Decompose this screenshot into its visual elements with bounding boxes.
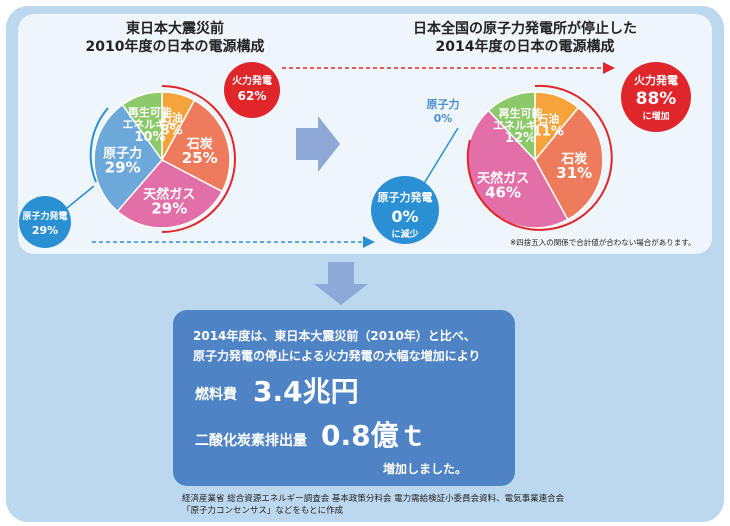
- pie-2010-value-gas: 29%: [151, 199, 187, 217]
- fuel-cost-value: 3.4兆円: [253, 375, 359, 408]
- right-nuclear-pointer: [419, 127, 459, 191]
- left-nuclear-pointer: [61, 185, 95, 213]
- left-title-line1: 東日本大震災前: [126, 21, 224, 37]
- right-arrow-icon: [296, 116, 340, 172]
- left-thermal-arc: [161, 85, 236, 233]
- pie-2014-label-oil: 石油: [536, 111, 559, 125]
- down-arrow-icon: [314, 262, 368, 305]
- summary-box: 2014年度は、東日本大震災前（2010年）と比べ、 原子力発電の停止による火力…: [173, 310, 515, 486]
- fuel-cost-label: 燃料費: [195, 387, 237, 403]
- pie-2010-label-nuclear: 原子力: [103, 146, 142, 162]
- source-line2: 「原子力コンセンサス」などをもとに作成: [182, 506, 344, 516]
- pie-2014-label-renewable-0: 再生可能: [498, 106, 542, 120]
- pie-2014-label-nuclear: 原子力: [427, 97, 460, 111]
- right-chart-title: 日本全国の原子力発電所が停止した 2014年度の日本の電源構成: [380, 20, 670, 56]
- pie-2014-value-coal: 31%: [556, 164, 592, 182]
- right-thermal-circle: [621, 62, 691, 132]
- pie-2014-slice-renewable: [487, 91, 536, 162]
- rounding-note: ※四捨五入の関係で合計値が合わない場合があります。: [510, 238, 696, 247]
- right-nuclear-value: 0%: [391, 207, 418, 226]
- pie-2010-slice-renewable: [121, 91, 163, 163]
- pie-2014-value-oil: 11%: [533, 124, 564, 139]
- pie-2014-slice-coal: [534, 106, 604, 221]
- pie-2010-label-renewable-0: 再生可能: [128, 105, 172, 119]
- pie-2014: [466, 91, 604, 229]
- left-nuclear-arc: [89, 107, 109, 183]
- left-thermal-value: 62%: [238, 89, 267, 103]
- left-chart-title: 東日本大震災前 2010年度の日本の電源構成: [40, 20, 310, 56]
- left-nuclear-label: 原子力発電: [22, 210, 67, 222]
- left-title-line2: 2010年度の日本の電源構成: [85, 39, 265, 55]
- right-title-line1: 日本全国の原子力発電所が停止した: [413, 21, 637, 37]
- summary-line1: 2014年度は、東日本大震災前（2010年）と比べ、: [193, 329, 476, 343]
- pie-2014-label-renewable-1: エネルギー: [493, 118, 548, 132]
- co2-label: 二酸化炭素排出量: [195, 433, 307, 449]
- pie-2010-label-coal: 石炭: [186, 136, 213, 152]
- pie-2014-value-nuclear: 0%: [434, 112, 453, 125]
- pie-2010-label-oil: 石油: [160, 110, 183, 124]
- left-nuclear-circle: [19, 196, 71, 248]
- pie-2010-label-renewable-1: エネルギー: [122, 117, 177, 131]
- left-thermal-circle: [224, 62, 280, 118]
- summary-line2: 原子力発電の停止による火力発電の大幅な増加により: [193, 349, 481, 363]
- pie-2010-label-gas: 天然ガス: [143, 186, 195, 202]
- pie-2010: [93, 91, 231, 229]
- left-nuclear-value: 29%: [32, 224, 58, 237]
- pie-2010-value-renewable: 10%: [134, 130, 165, 145]
- pie-2014-slice-gas: [466, 109, 569, 229]
- left-thermal-label: 火力発電: [232, 74, 272, 87]
- pie-2014-label-coal: 石炭: [560, 151, 587, 167]
- pie-2010-value-oil: 8%: [161, 123, 183, 138]
- co2-value: 0.8億ｔ: [321, 419, 427, 452]
- right-nuclear-note: に減少: [391, 228, 418, 240]
- right-thermal-value: 88%: [636, 89, 677, 109]
- pie-2014-value-gas: 46%: [485, 184, 521, 202]
- pie-2010-slice-gas: [116, 159, 224, 229]
- pie-2010-value-coal: 25%: [182, 149, 218, 167]
- right-thermal-note: に増加: [642, 110, 669, 122]
- pie-2014-value-renewable: 12%: [505, 131, 536, 146]
- right-thermal-label: 火力発電: [634, 73, 678, 87]
- right-nuclear-label: 原子力発電: [378, 190, 433, 204]
- pie-2010-slice-nuclear: [93, 103, 163, 213]
- right-nuclear-circle: [371, 176, 439, 244]
- right-thermal-arc: [466, 84, 613, 231]
- right-title-line2: 2014年度の日本の電源構成: [435, 39, 615, 55]
- pie-2010-value-nuclear: 29%: [105, 159, 141, 177]
- summary-closing: 増加しました。: [383, 462, 468, 476]
- pie-2014-label-gas: 天然ガス: [477, 171, 529, 187]
- source-line1: 経済産業省 総合資源エネルギー調査会 基本政策分科会 電力需給検証小委員会資料、…: [182, 494, 565, 504]
